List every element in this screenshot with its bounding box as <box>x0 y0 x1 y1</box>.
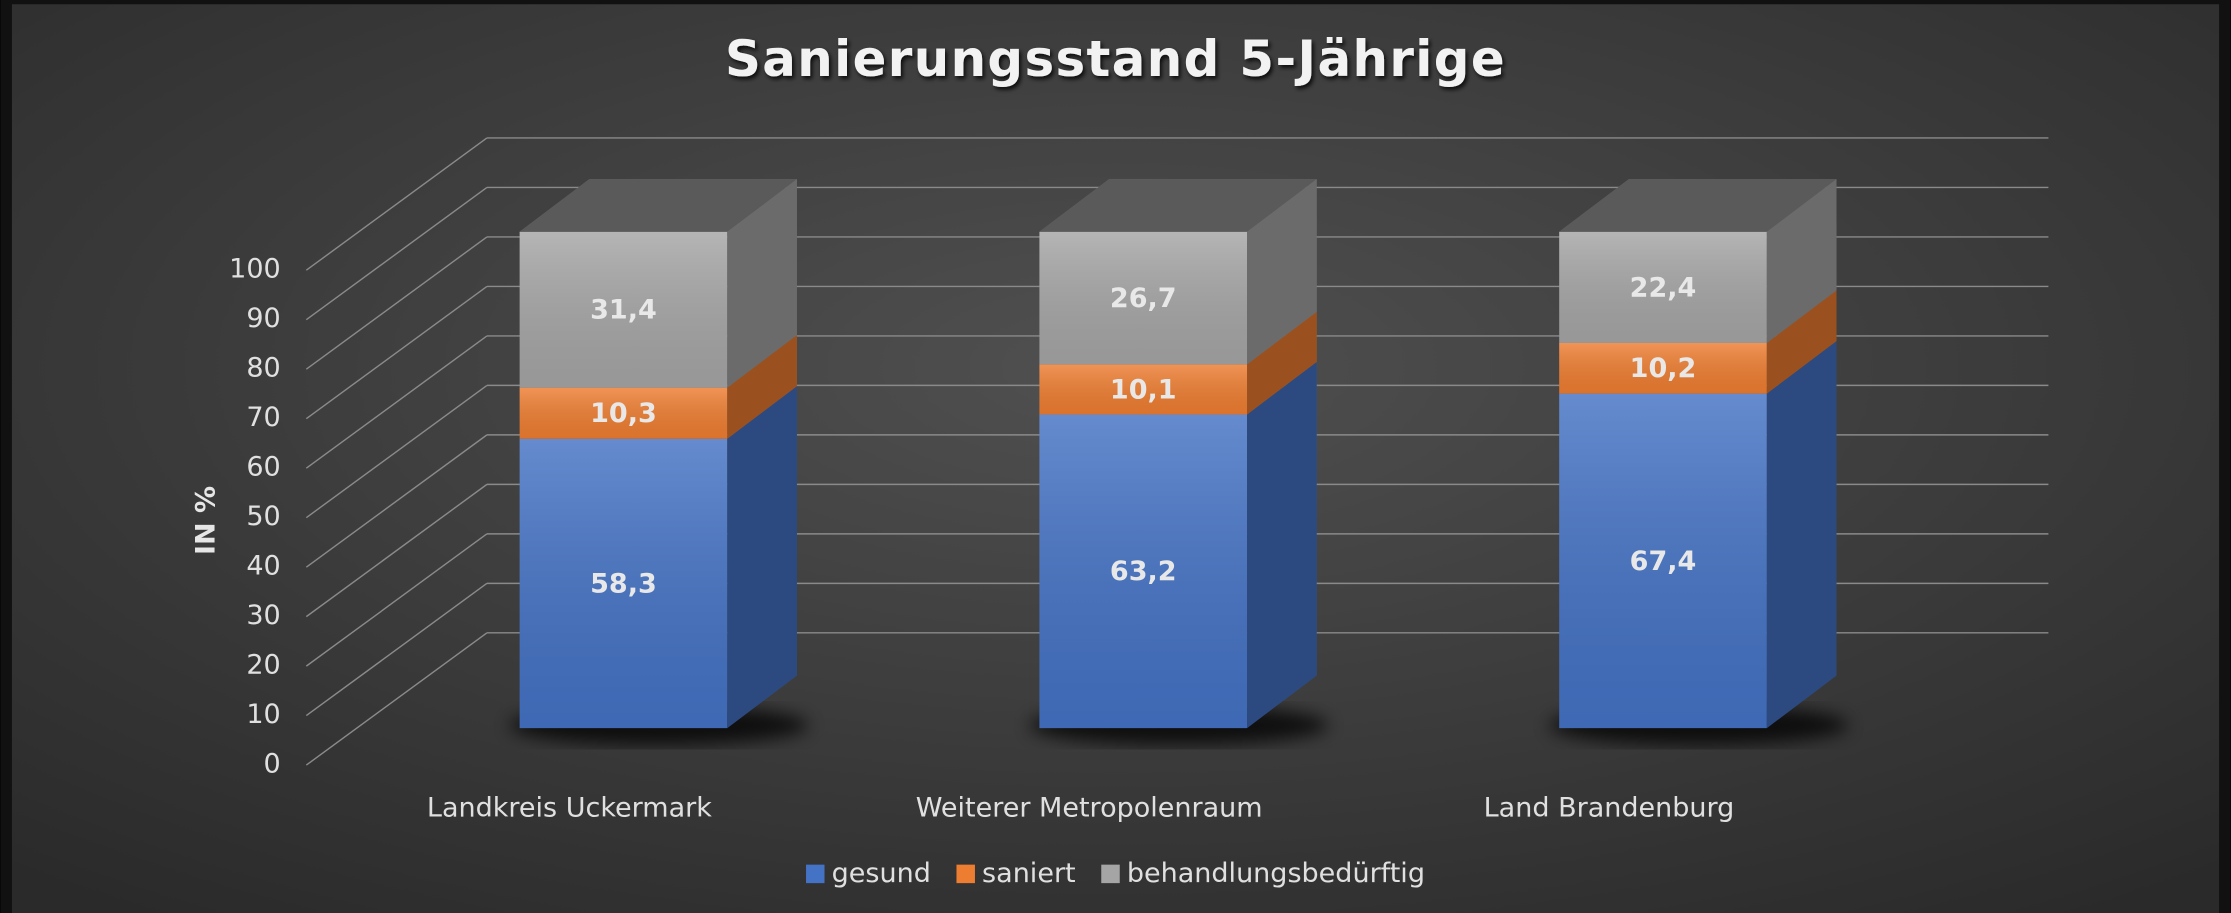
bar-side <box>727 179 797 388</box>
bar-shine <box>1039 364 1248 415</box>
data-label: 22,4 <box>1630 272 1697 303</box>
y-axis-label: IN % <box>190 486 221 555</box>
data-label: 31,4 <box>590 295 657 326</box>
grid-line <box>305 533 488 667</box>
bar-side-shade <box>727 179 797 388</box>
bar-shine <box>1039 414 1248 729</box>
bar-side <box>1766 340 1837 729</box>
x-tick-label: Land Brandenburg <box>1484 793 1735 824</box>
y-tick-label: 20 <box>246 650 280 681</box>
bar-side-shade <box>1766 340 1837 729</box>
bar-side-shade <box>727 386 797 729</box>
bar-side-shade <box>727 335 797 439</box>
grid-line <box>305 384 488 519</box>
bar-side-shade <box>1247 361 1317 729</box>
bar-shine <box>1559 393 1767 729</box>
y-tick-label: 90 <box>246 303 280 334</box>
bar-side-shade <box>1766 290 1837 394</box>
bar-top-shade <box>1039 179 1317 232</box>
y-tick-label: 0 <box>264 749 281 780</box>
bar-side-shade <box>1247 179 1317 365</box>
bar-side <box>1247 179 1317 365</box>
grid-line <box>305 236 488 370</box>
data-label: 10,3 <box>590 398 657 429</box>
grid-line <box>305 632 488 766</box>
legend-label: gesund <box>832 858 931 889</box>
grid-line <box>305 483 488 618</box>
bar-top <box>1559 179 1837 232</box>
bar-shine <box>519 387 728 439</box>
y-tick-label: 60 <box>246 452 280 483</box>
y-tick-label: 50 <box>246 501 280 532</box>
bar-side <box>727 335 797 439</box>
bar-side <box>1766 290 1837 394</box>
grid-line <box>305 582 488 717</box>
grid-line <box>305 137 488 271</box>
legend-swatch <box>1101 864 1120 884</box>
data-label: 10,2 <box>1630 353 1697 384</box>
bar-top <box>519 179 797 232</box>
y-tick-label: 10 <box>246 699 280 730</box>
y-tick-label: 40 <box>246 551 280 582</box>
x-tick-label: Landkreis Uckermark <box>427 793 712 824</box>
legend-swatch <box>956 864 975 884</box>
bar-shine <box>1559 231 1767 343</box>
grid-line <box>305 434 488 568</box>
bar-shine <box>519 231 728 388</box>
y-tick-label: 30 <box>246 600 280 631</box>
grid-line <box>305 285 488 420</box>
bar-top <box>1039 179 1317 232</box>
bar-side <box>1247 311 1317 415</box>
bar-side-shade <box>1766 179 1837 343</box>
y-tick-label: 70 <box>246 402 280 433</box>
legend-label: saniert <box>982 858 1076 889</box>
grid-line <box>305 335 488 469</box>
y-tick-label: 80 <box>246 353 280 384</box>
y-tick-label: 100 <box>229 254 281 285</box>
x-tick-label: Weiterer Metropolenraum <box>916 793 1263 824</box>
bar-side <box>1247 361 1317 729</box>
data-label: 58,3 <box>590 568 657 599</box>
bar-side-shade <box>1247 311 1317 415</box>
bar-top-shade <box>1559 179 1837 232</box>
chart-title: Sanierungsstand 5-Jährige <box>725 30 1506 88</box>
bar-shine <box>1039 231 1248 365</box>
legend-swatch <box>806 864 825 884</box>
data-label: 63,2 <box>1110 556 1177 587</box>
bar-shine <box>1559 342 1767 394</box>
legend-label: behandlungsbedürftig <box>1127 858 1425 889</box>
data-label: 67,4 <box>1630 546 1697 577</box>
data-label: 26,7 <box>1110 283 1177 314</box>
bar-side <box>727 386 797 729</box>
bar-shine <box>519 438 728 729</box>
data-label: 10,1 <box>1110 374 1177 405</box>
bar-side <box>1766 179 1837 343</box>
bar-top-shade <box>519 179 797 232</box>
grid-line <box>305 186 488 321</box>
